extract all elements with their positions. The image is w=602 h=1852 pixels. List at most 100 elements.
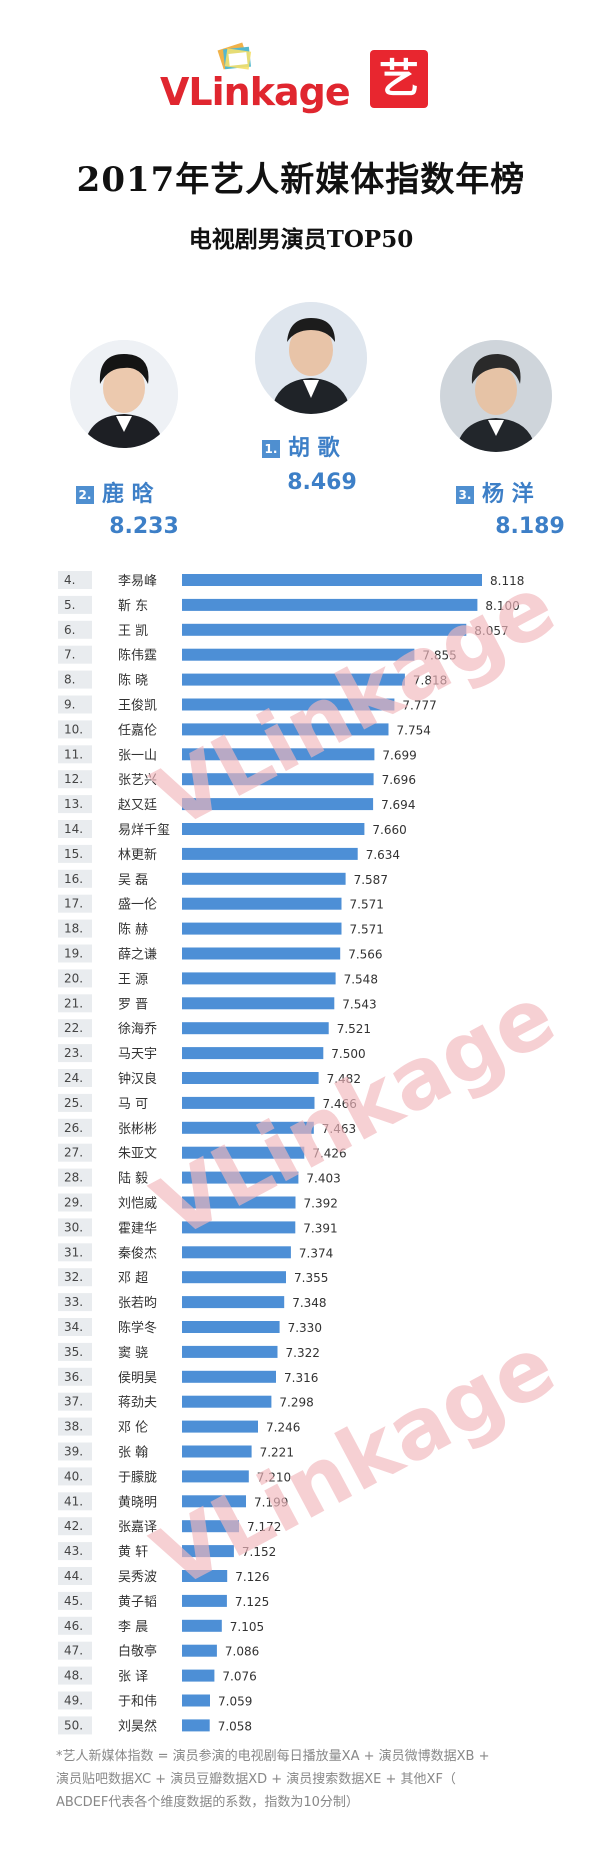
top-2-name: 2. 鹿 晗 [76, 476, 154, 508]
footnote-line-1: *艺人新媒体指数 = 演员参演的电视剧每日播放量XA + 演员微博数据XB + [56, 1749, 490, 1764]
top-3-name: 3. 杨 洋 [456, 476, 534, 508]
rank-cell [58, 1517, 92, 1536]
rank-cell [58, 645, 92, 664]
value-label: 7.634 [366, 848, 400, 862]
rank-cell [58, 944, 92, 963]
rank-label: 14. [64, 822, 83, 836]
bar [182, 947, 341, 960]
chart-row: 40. 于朦胧 7.210 [58, 1467, 291, 1486]
bar [182, 1370, 276, 1383]
rank-label: 49. [64, 1694, 83, 1708]
rank-label: 48. [64, 1669, 83, 1683]
rank-label: 45. [64, 1594, 83, 1608]
category-label: 王 凯 [118, 624, 148, 639]
chart-row: 44. 吴秀波 7.126 [58, 1567, 270, 1585]
value-label: 7.298 [279, 1396, 313, 1410]
value-label: 7.105 [230, 1620, 264, 1634]
rank-label: 30. [64, 1220, 83, 1234]
rank-label: 35. [64, 1345, 83, 1359]
value-label: 7.403 [306, 1172, 340, 1186]
rank-label: 26. [64, 1121, 83, 1135]
value-label: 8.118 [490, 574, 524, 588]
value-label: 7.660 [372, 823, 406, 837]
rank-label: 23. [64, 1046, 83, 1060]
value-label: 7.348 [292, 1296, 326, 1310]
rank-label: 38. [64, 1420, 83, 1434]
rank-cell [58, 1392, 92, 1411]
chart-row: 39. 张 翰 7.221 [58, 1442, 294, 1461]
bar [182, 1047, 324, 1060]
value-label: 7.199 [254, 1495, 288, 1509]
bar [182, 972, 336, 985]
category-label: 刘昊然 [118, 1718, 157, 1734]
rank-2-badge: 2. [76, 486, 94, 504]
person-icon [255, 302, 367, 414]
chart-row: 21. 罗 晋 7.543 [58, 994, 377, 1013]
rank-label: 9. [64, 698, 75, 712]
value-label: 7.086 [225, 1645, 259, 1659]
category-label: 马 可 [118, 1097, 148, 1112]
rank-label: 28. [64, 1171, 83, 1185]
category-label: 陈 晓 [118, 673, 148, 689]
chart-row: 8. 陈 晓 7.818 [58, 670, 447, 689]
value-label: 7.221 [260, 1446, 294, 1460]
chart-row: 5. 靳 东 8.100 [58, 595, 520, 614]
rank-cell [58, 695, 92, 714]
category-label: 蒋劲夫 [118, 1396, 157, 1411]
bar [182, 872, 346, 885]
chart-row: 6. 王 凯 8.057 [58, 620, 509, 639]
rank-cell [58, 1019, 92, 1038]
chart-row: 48. 张 译 7.076 [58, 1666, 257, 1685]
chart-row: 13. 赵又廷 7.694 [58, 795, 415, 814]
bar [182, 1495, 246, 1508]
bar [182, 1570, 228, 1582]
rank-label: 31. [64, 1245, 83, 1259]
chart-row: 41. 黄晓明 7.199 [58, 1492, 288, 1511]
value-label: 7.391 [303, 1221, 337, 1235]
category-label: 黄 轩 [118, 1545, 148, 1560]
chart-row: 30. 霍建华 7.391 [58, 1218, 338, 1237]
bar [182, 1669, 215, 1682]
rank-label: 39. [64, 1445, 83, 1459]
rank-cell [58, 1666, 92, 1685]
rank-label: 6. [64, 623, 75, 637]
category-label: 靳 东 [118, 599, 148, 614]
rank-label: 47. [64, 1644, 83, 1658]
category-label: 于和伟 [118, 1695, 157, 1710]
chart-row: 22. 徐海乔 7.521 [58, 1019, 371, 1038]
chart-row: 38. 邓 伦 7.246 [58, 1417, 300, 1436]
chart-row: 12. 张艺兴 7.696 [58, 770, 416, 789]
chart-row: 37. 蒋劲夫 7.298 [58, 1392, 314, 1411]
ranking-bar-chart: 4. 李易峰 8.118 5. 靳 东 8.100 6. 王 凯 8.057 7. 陈伟霆 7.855… [58, 560, 570, 1735]
value-label: 7.374 [299, 1246, 333, 1260]
rank-cell [58, 869, 92, 888]
top-2-name-text: 鹿 晗 [102, 482, 154, 507]
category-label: 陆 毅 [118, 1171, 148, 1187]
bar [182, 1345, 278, 1358]
bar [182, 698, 395, 711]
rank-label: 4. [64, 573, 75, 587]
chart-row: 46. 李 晨 7.105 [58, 1616, 264, 1635]
category-label: 窦 骁 [118, 1346, 148, 1361]
chart-row: 26. 张彬彬 7.463 [58, 1118, 356, 1137]
category-label: 白敬亭 [118, 1644, 157, 1660]
chart-row: 36. 侯明昊 7.316 [58, 1367, 318, 1386]
bar [182, 1694, 210, 1707]
avatar-rank-1 [255, 302, 367, 414]
rank-label: 20. [64, 971, 83, 985]
chart-row: 7. 陈伟霆 7.855 [58, 645, 457, 664]
rank-cell [58, 1093, 92, 1112]
chart-row: 4. 李易峰 8.118 [58, 571, 524, 589]
chart-row: 15. 林更新 7.634 [58, 844, 400, 863]
bar [182, 1121, 314, 1134]
rank-label: 17. [64, 897, 83, 911]
rank-cell [58, 595, 92, 614]
value-label: 7.482 [327, 1072, 361, 1086]
rank-label: 21. [64, 996, 83, 1010]
category-label: 刘恺威 [118, 1197, 157, 1212]
value-label: 7.548 [344, 972, 378, 986]
top-3-score: 8.189 [495, 514, 565, 539]
rank-label: 5. [64, 598, 75, 612]
rank-label: 24. [64, 1071, 83, 1085]
chart-row: 49. 于和伟 7.059 [58, 1691, 252, 1710]
